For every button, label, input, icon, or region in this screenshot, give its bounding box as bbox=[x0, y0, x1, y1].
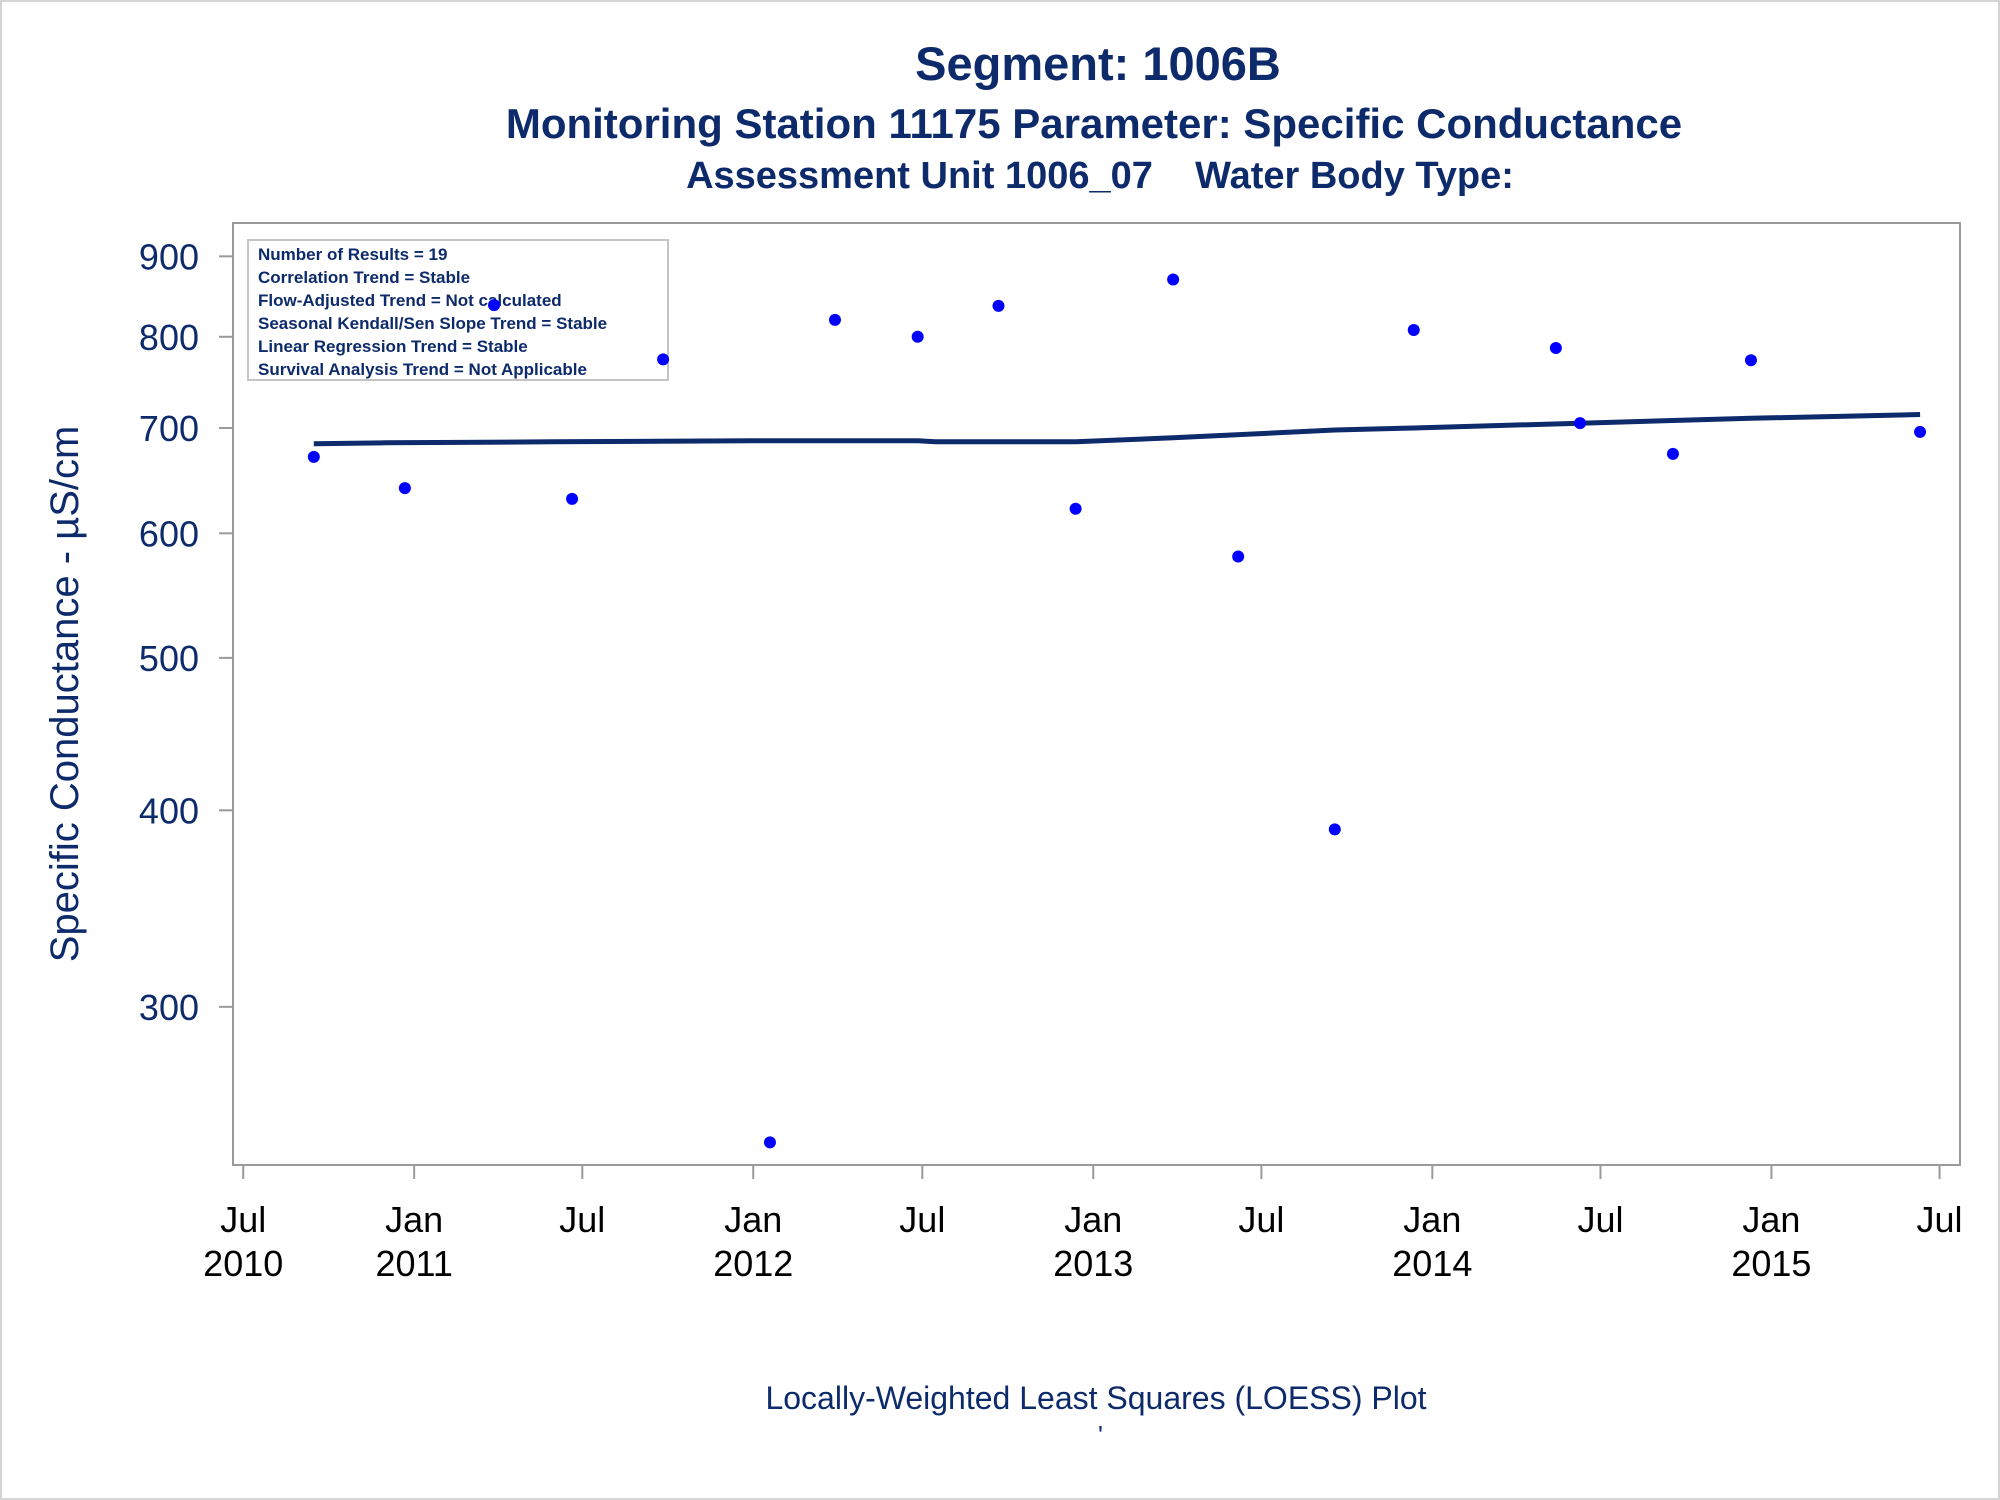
x-tick-label: Jan bbox=[724, 1199, 782, 1240]
stats-legend-item: Seasonal Kendall/Sen Slope Trend = Stabl… bbox=[258, 314, 607, 333]
data-point bbox=[1069, 502, 1082, 515]
data-point bbox=[763, 1136, 776, 1149]
x-tick-label: Jul bbox=[1238, 1199, 1284, 1240]
data-point bbox=[911, 330, 924, 343]
data-point bbox=[307, 450, 320, 463]
data-point bbox=[1549, 341, 1562, 354]
x-tick-year-label: 2014 bbox=[1392, 1243, 1472, 1284]
x-tick-label: Jul bbox=[899, 1199, 945, 1240]
y-tick-label: 600 bbox=[139, 513, 199, 554]
x-tick-year-label: 2011 bbox=[375, 1243, 452, 1284]
stats-legend-item: Correlation Trend = Stable bbox=[258, 268, 470, 287]
scatter-series bbox=[307, 273, 1927, 1149]
x-tick-label: Jul bbox=[1577, 1199, 1623, 1240]
y-tick-label: 800 bbox=[139, 317, 199, 358]
data-point bbox=[1666, 447, 1679, 460]
x-tick-year-label: 2013 bbox=[1053, 1243, 1133, 1284]
stats-legend-item: Flow-Adjusted Trend = Not calculated bbox=[258, 291, 562, 310]
chart-title: Segment: 1006B bbox=[915, 37, 1281, 90]
stats-legend-item: Linear Regression Trend = Stable bbox=[258, 337, 528, 356]
loess-series bbox=[313, 412, 1921, 447]
data-point bbox=[828, 313, 841, 326]
x-tick-label: Jan bbox=[385, 1199, 443, 1240]
x-tick-label: Jul bbox=[1917, 1199, 1963, 1240]
y-tick-label: 900 bbox=[139, 236, 199, 277]
data-point bbox=[992, 299, 1005, 312]
y-axis: 300 400 500 600 700 800 900 bbox=[139, 236, 233, 1028]
footnote-mark: ' bbox=[1098, 1420, 1103, 1450]
x-tick-label: Jan bbox=[1064, 1199, 1122, 1240]
y-tick-label: 700 bbox=[139, 408, 199, 449]
x-tick-label: Jul bbox=[220, 1199, 266, 1240]
loess-line bbox=[313, 412, 1921, 447]
plot-area bbox=[232, 222, 1961, 1166]
chart-subtitle: Monitoring Station 11175 Parameter: Spec… bbox=[505, 100, 1683, 147]
stats-legend-box bbox=[247, 239, 669, 381]
data-point bbox=[1328, 823, 1341, 836]
chart-subtitle-2: Assessment Unit 1006_07 Water Body Type: bbox=[686, 155, 1514, 197]
y-axis-title-group: Specific Conductance - µS/cm bbox=[43, 426, 87, 963]
data-point bbox=[1744, 354, 1757, 367]
data-point bbox=[1167, 273, 1180, 286]
data-point bbox=[1407, 323, 1420, 336]
stats-legend-item: Survival Analysis Trend = Not Applicable bbox=[258, 360, 587, 379]
data-point bbox=[398, 482, 411, 495]
data-point bbox=[657, 353, 670, 366]
chart-footnote: Locally-Weighted Least Squares (LOESS) P… bbox=[765, 1380, 1427, 1416]
x-tick-label: Jan bbox=[1403, 1199, 1461, 1240]
y-tick-label: 500 bbox=[139, 638, 199, 679]
y-tick-label: 400 bbox=[139, 790, 199, 831]
data-point bbox=[1232, 550, 1245, 563]
data-point bbox=[566, 492, 579, 505]
y-axis-title: Specific Conductance - µS/cm bbox=[43, 426, 87, 963]
x-tick-label: Jan bbox=[1742, 1199, 1800, 1240]
x-tick-year-label: 2012 bbox=[713, 1243, 793, 1284]
x-tick-year-label: 2015 bbox=[1731, 1243, 1811, 1284]
x-tick-year-label: 2010 bbox=[203, 1243, 283, 1284]
x-tick-label: Jul bbox=[559, 1199, 605, 1240]
data-point bbox=[488, 299, 501, 312]
data-point bbox=[1914, 425, 1927, 438]
y-tick-label: 300 bbox=[139, 987, 199, 1028]
data-point bbox=[1574, 417, 1587, 430]
stats-legend-item: Number of Results = 19 bbox=[258, 245, 447, 264]
stats-legend: Number of Results = 19 Correlation Trend … bbox=[247, 239, 669, 381]
